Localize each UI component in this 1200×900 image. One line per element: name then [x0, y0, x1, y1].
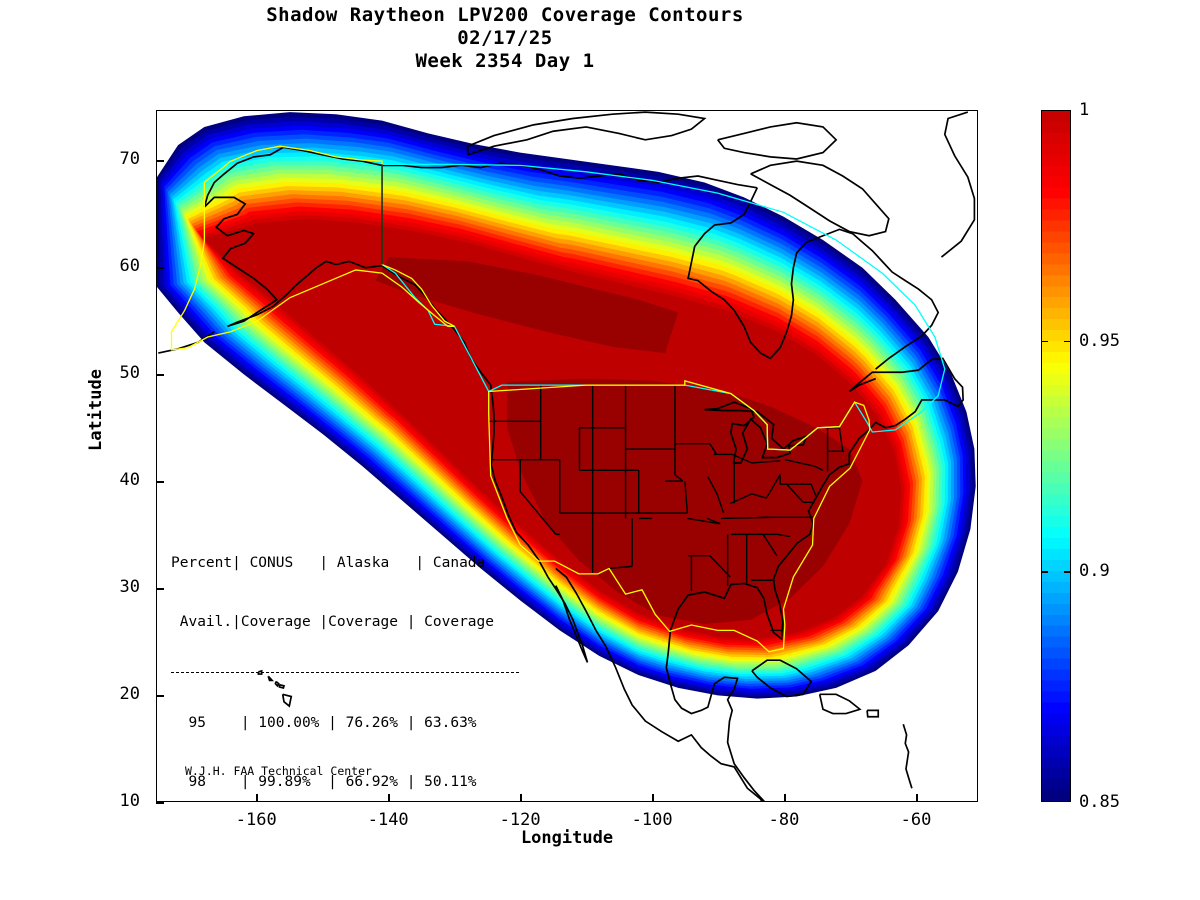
- coastline: [866, 709, 880, 718]
- y-axis-tick-mark: [156, 695, 164, 697]
- coverage-contour-map: [157, 111, 977, 801]
- y-axis-tick-mark: [156, 481, 164, 483]
- state-border: [684, 480, 689, 514]
- coastline: [818, 693, 862, 715]
- state-border: [731, 453, 753, 464]
- state-border: [810, 483, 818, 498]
- coastline: [466, 111, 707, 156]
- colorbar-tick-mark: [1041, 340, 1048, 343]
- stats-header-2: Avail.|Coverage |Coverage | Coverage: [171, 613, 495, 630]
- coastline: [940, 111, 976, 258]
- colorbar: 1 0.95 0.9 0.85: [1041, 100, 1120, 812]
- state-border: [687, 517, 720, 525]
- state-border: [838, 427, 844, 452]
- colorbar-tick-mark: [1064, 340, 1071, 343]
- coastline: [278, 683, 286, 689]
- coastline: [203, 196, 426, 328]
- credit-text: W.J.H. FAA Technical Center WAAS Test Te…: [185, 736, 372, 801]
- y-axis-tick-label: 60: [119, 256, 140, 277]
- x-axis-tick-mark: [256, 794, 258, 802]
- y-axis-tick-label: 30: [119, 577, 140, 598]
- colorbar-tick-mark: [1064, 571, 1071, 573]
- x-axis-tick-mark: [652, 794, 654, 802]
- coastline: [274, 680, 280, 688]
- state-border: [751, 460, 781, 464]
- y-axis-tick-label: 50: [119, 363, 140, 384]
- conus-fir-boundary: [488, 379, 871, 653]
- coastline: [665, 357, 964, 801]
- coastline: [687, 187, 940, 370]
- colorbar-tick-mark: [1041, 571, 1048, 573]
- colorbar-tick-label: 0.95: [1079, 330, 1120, 351]
- coastline: [257, 669, 263, 675]
- credit-line-1: W.J.H. FAA Technical Center: [185, 764, 372, 778]
- state-border: [608, 565, 633, 570]
- x-axis-label: Longitude: [520, 828, 614, 848]
- contour-bands: [157, 112, 976, 699]
- state-border: [709, 555, 731, 578]
- coverage-stats-table: Percent| CONUS | Alaska | Canada Avail.|…: [171, 515, 519, 801]
- fir-boundary-layer: [170, 145, 946, 653]
- x-axis-tick-mark: [388, 794, 390, 802]
- y-axis-tick-mark: [156, 374, 164, 376]
- y-axis-tick-label: 40: [119, 470, 140, 491]
- x-axis-tick-mark: [520, 794, 522, 802]
- peak-coverage-region: [375, 257, 679, 354]
- colorbar-tick-label: 0.9: [1079, 561, 1110, 582]
- y-axis-tick-mark: [156, 588, 164, 590]
- y-axis-tick-label: 70: [119, 149, 140, 170]
- y-axis-tick-mark: [156, 802, 164, 804]
- table-row: 98 | 99.89% | 66.92% | 50.11%: [171, 773, 477, 790]
- coastline: [203, 146, 758, 208]
- coastline: [704, 401, 808, 464]
- title-line-1: Shadow Raytheon LPV200 Coverage Contours: [266, 4, 744, 26]
- coastline: [717, 121, 838, 160]
- colorbar-gradient: [1041, 110, 1071, 802]
- coastline: [751, 659, 813, 698]
- x-axis-tick-label: -120: [499, 810, 541, 830]
- state-border: [729, 493, 753, 505]
- x-axis-tick-mark: [915, 794, 918, 802]
- state-border: [786, 483, 804, 503]
- colorbar-tick-label: 1: [1079, 100, 1090, 120]
- x-axis-tick-label: -100: [631, 810, 673, 830]
- x-axis-tick-label: -60: [900, 810, 932, 830]
- state-border: [519, 491, 557, 535]
- x-axis-tick-mark: [784, 794, 786, 802]
- state-border: [674, 474, 684, 482]
- state-border: [765, 474, 781, 499]
- state-border: [776, 533, 791, 538]
- coastline: [902, 723, 913, 789]
- x-axis-tick-label: -140: [367, 810, 409, 830]
- y-axis-tick-mark: [156, 160, 164, 162]
- chart-title: Shadow Raytheon LPV200 Coverage Contours…: [0, 4, 1010, 73]
- colorbar-tick-label: 0.85: [1079, 792, 1120, 812]
- state-border: [709, 443, 718, 455]
- title-line-3: Week 2354 Day 1: [415, 50, 595, 72]
- coastline: [281, 693, 293, 708]
- state-border: [716, 493, 725, 514]
- map-plot-area: Percent| CONUS | Alaska | Canada Avail.|…: [156, 110, 978, 802]
- x-axis-tick-label: -160: [235, 810, 277, 830]
- stats-divider: [171, 672, 519, 673]
- x-axis-tick-label: -80: [768, 810, 800, 830]
- alaska-fir-boundary: [170, 145, 455, 351]
- state-border: [707, 476, 718, 495]
- table-row: 95 | 100.00% | 76.26% | 63.63%: [171, 715, 477, 731]
- state-border: [784, 459, 815, 467]
- title-line-2: 02/17/25: [457, 27, 553, 49]
- state-border: [751, 493, 767, 499]
- coastline: [158, 331, 215, 354]
- state-border: [814, 465, 824, 471]
- coastline: [555, 567, 763, 801]
- coastline: [750, 160, 890, 237]
- state-border: [721, 516, 773, 520]
- coastline-layer: [158, 111, 976, 801]
- coastline: [267, 675, 275, 682]
- state-border: [762, 533, 778, 557]
- y-axis-tick-label: 20: [119, 684, 140, 705]
- stats-header-1: Percent| CONUS | Alaska | Canada: [171, 555, 486, 571]
- y-axis-tick-label: 10: [119, 791, 140, 811]
- y-axis-tick-mark: [156, 267, 164, 269]
